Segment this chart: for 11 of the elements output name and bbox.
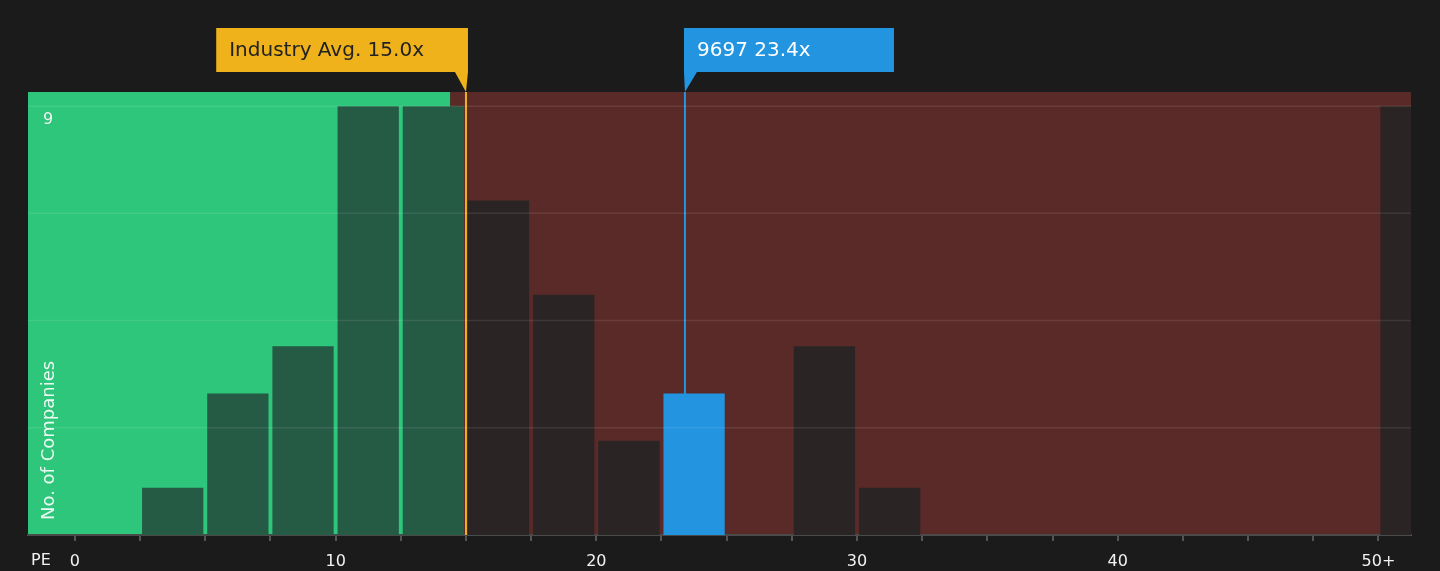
- x-tick-label: 10: [325, 550, 346, 570]
- x-tick-label: 30: [846, 550, 868, 570]
- x-tick-label: 50+: [1361, 550, 1396, 570]
- annotation: 9: [43, 109, 54, 129]
- x-tick-label: 0: [69, 550, 81, 570]
- x-axis-title: PE: [31, 550, 51, 570]
- x-tick-label: 20: [586, 550, 607, 570]
- ref-line-label: Industry Avg. 15.0x: [229, 37, 425, 62]
- x-tick-label: 40: [1107, 550, 1128, 570]
- y-axis-title: No. of Companies: [36, 360, 58, 520]
- ref-line-label: 9697 23.4x: [696, 37, 811, 62]
